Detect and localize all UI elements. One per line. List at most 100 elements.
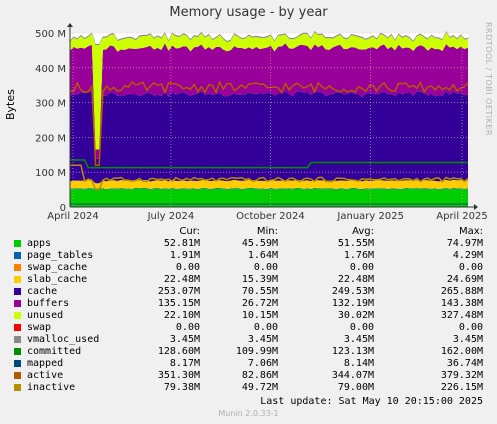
legend-avg-value: 22.48M <box>337 274 374 285</box>
legend-cur-value: 128.60M <box>157 346 200 357</box>
legend-swatch <box>14 264 21 271</box>
y-tick-label: 200 M <box>35 133 66 144</box>
last-update: Last update: Sat May 10 20:15:00 2025 <box>260 396 483 407</box>
legend-swatch <box>14 312 21 319</box>
legend-min-value: 109.99M <box>235 346 278 357</box>
legend-max-value: 0.00 <box>458 322 483 333</box>
legend-cur-value: 22.48M <box>163 274 200 285</box>
legend-max-value: 24.69M <box>446 274 483 285</box>
legend-row-page-tables: page_tables 1.91M 1.64M 1.76M 4.29M <box>0 250 497 262</box>
legend-swatch <box>14 384 21 391</box>
line-committed <box>70 159 468 169</box>
y-tick-label: 0 <box>60 203 66 214</box>
legend-row-unused: unused 22.10M 10.15M 30.02M 327.48M <box>0 310 497 322</box>
line-inactive <box>70 164 469 191</box>
legend-row-committed: committed 128.60M 109.99M 123.13M 162.00M <box>0 346 497 358</box>
legend-swatch <box>14 300 21 307</box>
legend-name: swap <box>27 322 52 333</box>
legend-avg-value: 0.00 <box>349 322 374 333</box>
area-page-tables <box>70 187 468 190</box>
y-tick-label: 300 M <box>35 99 66 110</box>
legend-min-value: 1.64M <box>247 250 278 261</box>
legend-name: vmalloc_used <box>27 334 100 345</box>
x-tick-label: July 2024 <box>147 211 195 222</box>
legend-avg-value: 0.00 <box>349 262 374 273</box>
legend-cur-value: 52.81M <box>163 238 200 249</box>
legend-min-value: 70.55M <box>241 286 278 297</box>
legend-max-value: 3.45M <box>452 334 483 345</box>
legend-min-value: 82.86M <box>241 370 278 381</box>
line-active <box>69 80 469 166</box>
legend-min-value: 49.72M <box>241 382 278 393</box>
legend-header-min: Min: <box>256 226 278 237</box>
legend-max-value: 36.74M <box>446 358 483 369</box>
legend-cur-value: 0.00 <box>175 322 200 333</box>
legend-min-value: 3.45M <box>247 334 278 345</box>
legend-avg-value: 132.19M <box>331 298 374 309</box>
legend-cur-value: 351.30M <box>157 370 200 381</box>
legend-name: inactive <box>27 382 76 393</box>
legend-name: committed <box>27 346 82 357</box>
legend-swatch <box>14 372 21 379</box>
legend-name: apps <box>27 238 52 249</box>
legend-min-value: 0.00 <box>253 322 278 333</box>
legend-avg-value: 51.55M <box>337 238 374 249</box>
area-cache <box>70 90 468 184</box>
legend-row-cache: cache 253.07M 70.55M 249.53M 265.88M <box>0 286 497 298</box>
legend-swatch <box>14 348 21 355</box>
legend-avg-value: 79.00M <box>337 382 374 393</box>
legend-name: slab_cache <box>27 274 88 285</box>
chart-title: Memory usage - by year <box>169 5 328 20</box>
legend-avg-value: 8.14M <box>343 358 374 369</box>
legend-avg-value: 30.02M <box>337 310 374 321</box>
legend-row-vmalloc-used: vmalloc_used 3.45M 3.45M 3.45M 3.45M <box>0 334 497 346</box>
legend-cur-value: 1.91M <box>169 250 200 261</box>
x-tick-label: January 2025 <box>336 211 404 222</box>
legend-name: mapped <box>27 358 64 369</box>
munin-version: Munin 2.0.33-1 <box>218 409 279 418</box>
legend-cur-value: 0.00 <box>175 262 200 273</box>
legend-max-value: 0.00 <box>458 262 483 273</box>
y-tick-label: 100 M <box>35 168 66 179</box>
legend-max-value: 4.29M <box>452 250 483 261</box>
legend-avg-value: 1.76M <box>343 250 374 261</box>
legend-row-active: active 351.30M 82.86M 344.07M 379.32M <box>0 370 497 382</box>
rrdtool-credit: RRDTOOL / TOBI OETIKER <box>484 22 493 137</box>
legend-swatch <box>14 252 21 259</box>
legend-cur-value: 3.45M <box>169 334 200 345</box>
legend-min-value: 0.00 <box>253 262 278 273</box>
legend-name: page_tables <box>27 250 94 261</box>
legend-name: swap_cache <box>27 262 88 273</box>
legend-min-value: 15.39M <box>241 274 278 285</box>
legend-row-swap-cache: swap_cache 0.00 0.00 0.00 0.00 <box>0 262 497 274</box>
legend-max-value: 143.38M <box>440 298 483 309</box>
legend-row-swap: swap 0.00 0.00 0.00 0.00 <box>0 322 497 334</box>
area-unused <box>70 32 468 150</box>
legend-max-value: 226.15M <box>440 382 483 393</box>
legend-max-value: 162.00M <box>440 346 483 357</box>
legend-min-value: 7.06M <box>247 358 278 369</box>
legend-min-value: 26.72M <box>241 298 278 309</box>
legend-row-slab-cache: slab_cache 22.48M 15.39M 22.48M 24.69M <box>0 274 497 286</box>
legend-avg-value: 344.07M <box>331 370 374 381</box>
legend-cur-value: 135.15M <box>157 298 200 309</box>
legend-row-inactive: inactive 79.38M 49.72M 79.00M 226.15M <box>0 382 497 394</box>
legend-cur-value: 253.07M <box>157 286 200 297</box>
legend-name: cache <box>27 286 58 297</box>
y-tick-label: 400 M <box>35 64 66 75</box>
legend-cur-value: 22.10M <box>163 310 200 321</box>
area-buffers <box>70 43 468 159</box>
legend-name: unused <box>27 310 64 321</box>
legend-header-cur: Cur: <box>179 226 200 237</box>
x-tick-label: April 2024 <box>47 211 98 222</box>
legend-avg-value: 123.13M <box>331 346 374 357</box>
legend-name: buffers <box>27 298 70 309</box>
y-axis-arrow <box>67 23 73 27</box>
legend-cur-value: 8.17M <box>169 358 200 369</box>
legend-cur-value: 79.38M <box>163 382 200 393</box>
legend-swatch <box>14 360 21 367</box>
legend-swatch <box>14 288 21 295</box>
legend-max-value: 327.48M <box>440 310 483 321</box>
legend-min-value: 10.15M <box>241 310 278 321</box>
